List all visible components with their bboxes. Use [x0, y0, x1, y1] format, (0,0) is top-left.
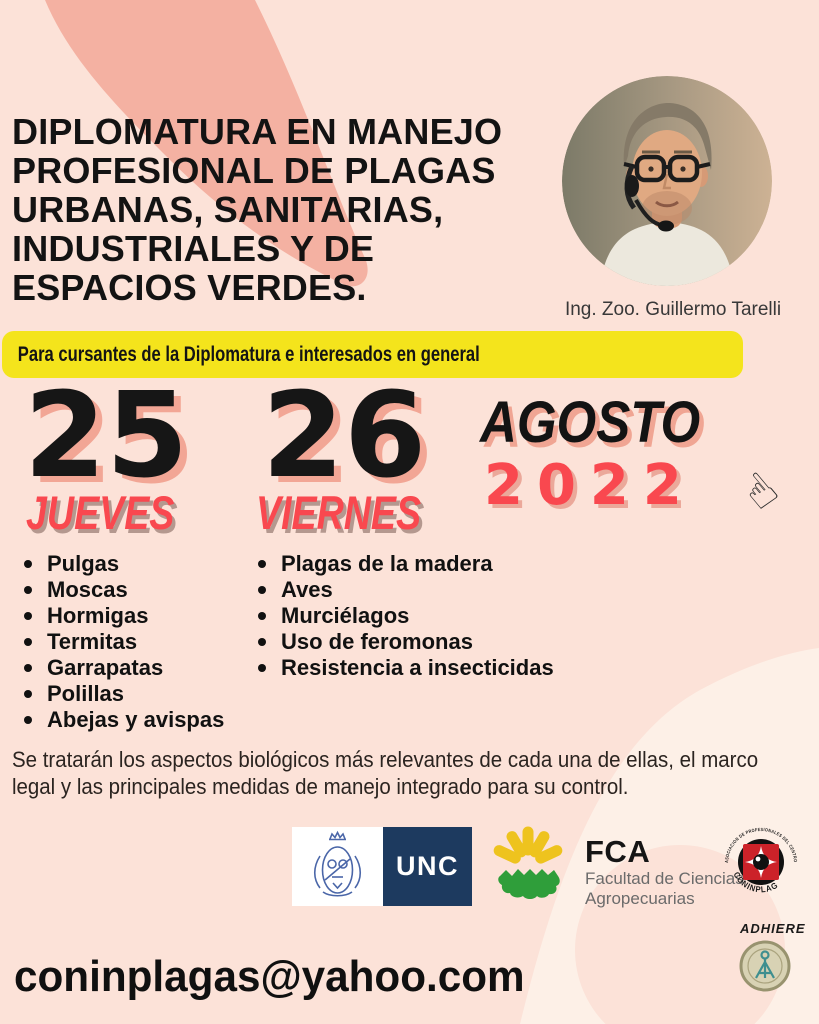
- topic-item: Abejas y avispas: [24, 707, 224, 733]
- page-title: DIPLOMATURA EN MANEJO PROFESIONAL DE PLAG…: [12, 112, 592, 307]
- speaker-caption: Ing. Zoo. Guillermo Tarelli: [564, 299, 782, 320]
- topics-list-day2: Plagas de la madera Aves Murciélagos Uso de…: [258, 551, 554, 681]
- fca-flower-illustration: [493, 826, 563, 899]
- topic-item: Plagas de la madera: [258, 551, 554, 577]
- fca-logo-name: Facultad de Ciencias Agropecuarias: [585, 869, 744, 909]
- title-line: INDUSTRIALES Y DE: [12, 228, 375, 269]
- topics-list-day1: Pulgas Moscas Hormigas Termitas Garrapatas Po…: [24, 551, 224, 733]
- topic-item: Uso de feromonas: [258, 629, 554, 655]
- topic-item: Moscas: [24, 577, 224, 603]
- topic-item: Murciélagos: [258, 603, 554, 629]
- date-day1-number: 25: [24, 366, 189, 504]
- title-line: URBANAS, SANITARIAS,: [12, 189, 444, 230]
- adhiere-logo-illustration: [739, 940, 791, 992]
- topic-item: Aves: [258, 577, 554, 603]
- topic-item: Hormigas: [24, 603, 224, 629]
- speaker-portrait-illustration: [562, 76, 772, 286]
- topic-item: Pulgas: [24, 551, 224, 577]
- date-month: AGOSTO: [480, 390, 701, 455]
- unc-crest-logo: [292, 827, 383, 906]
- unc-logo-text: UNC: [396, 851, 459, 881]
- coninplag-logo: ASOCIACION DE PROFESIONALES DEL CENTRO C…: [718, 821, 804, 907]
- date-year: 2022: [484, 453, 696, 518]
- topic-item: Termitas: [24, 629, 224, 655]
- coninplag-logo-illustration: ASOCIACION DE PROFESIONALES DEL CENTRO C…: [724, 827, 798, 894]
- date-day2-weekday: VIERNES: [256, 486, 422, 539]
- topic-item: Resistencia a insecticidas: [258, 655, 554, 681]
- contact-email: coninplagas@yahoo.com: [14, 952, 525, 1001]
- description-text: Se tratarán los aspectos biológicos más …: [12, 747, 759, 799]
- audience-banner: Para cursantes de la Diplomatura e inter…: [2, 331, 743, 378]
- speaker-photo: [562, 76, 772, 286]
- topic-item: Polillas: [24, 681, 224, 707]
- fca-logo-icon: [492, 824, 564, 900]
- fca-name-line2: Agropecuarias: [585, 889, 695, 908]
- title-line: PROFESIONAL DE PLAGAS: [12, 150, 496, 191]
- background-brush-shape: [45, 0, 368, 287]
- adhiere-label: ADHIERE: [740, 921, 806, 936]
- unc-crest-illustration: [313, 830, 362, 897]
- title-line: ESPACIOS VERDES.: [12, 267, 367, 308]
- audience-banner-text: Para cursantes de la Diplomatura e inter…: [17, 343, 480, 366]
- title-line: DIPLOMATURA EN MANEJO: [12, 111, 503, 152]
- fca-logo-abbr: FCA: [585, 834, 651, 869]
- background-light-blob-hole: [575, 845, 785, 1024]
- fca-name-line1: Facultad de Ciencias: [585, 869, 744, 888]
- unc-logo: UNC: [383, 827, 472, 906]
- date-day1-weekday: JUEVES: [26, 486, 175, 539]
- adhiere-logo: [739, 940, 791, 992]
- topic-item: Garrapatas: [24, 655, 224, 681]
- date-day2-number: 26: [262, 366, 427, 504]
